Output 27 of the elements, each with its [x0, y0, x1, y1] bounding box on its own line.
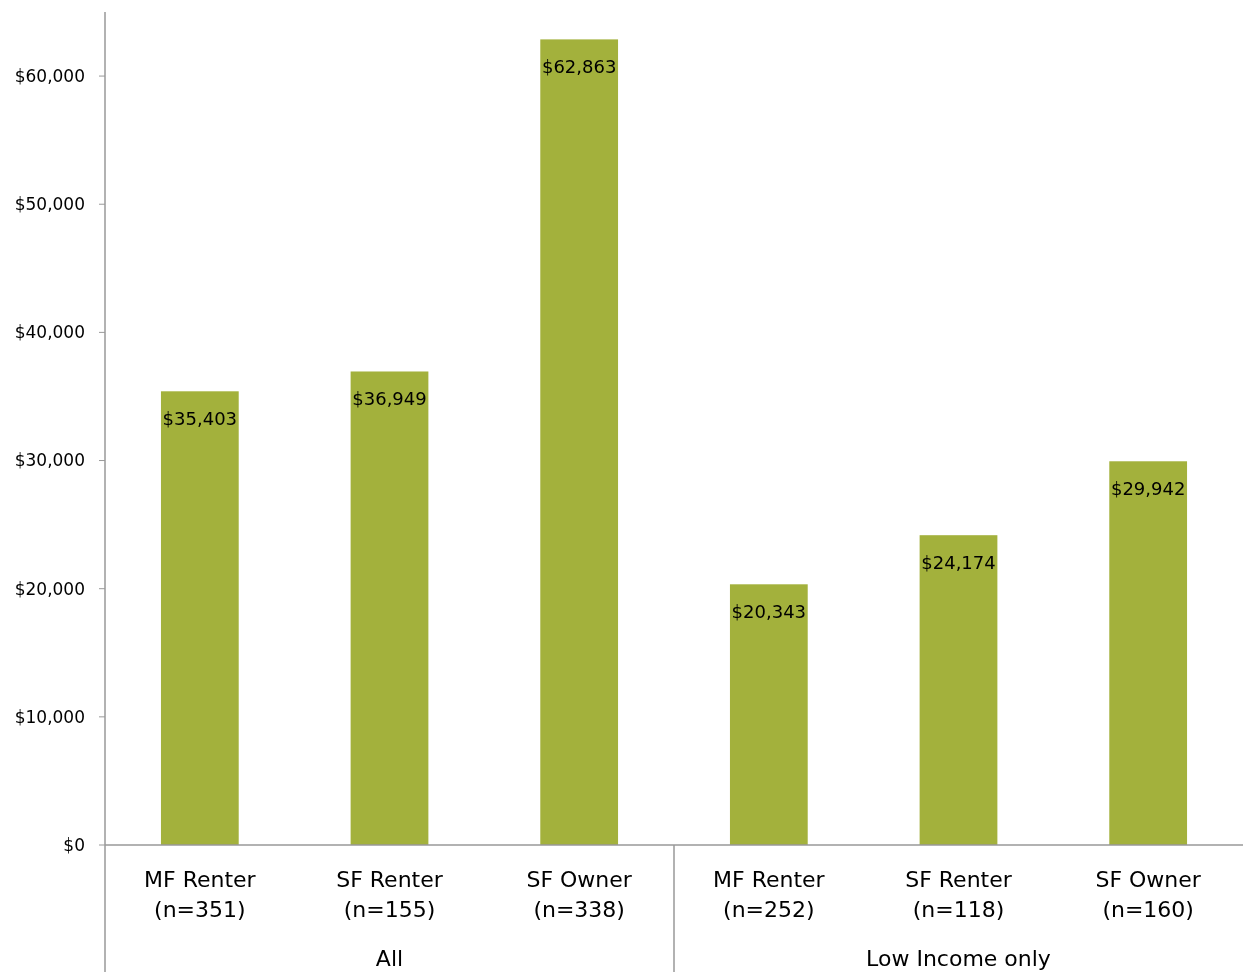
y-tick-label: $10,000 — [14, 706, 85, 727]
text: Low Income only — [866, 946, 1051, 971]
text: All — [375, 946, 404, 971]
data-label: $29,942 — [1110, 478, 1186, 500]
y-tick-label: $0 — [63, 834, 85, 855]
data-label: $35,403 — [162, 408, 238, 430]
y-tick-label: $60,000 — [14, 66, 85, 87]
bar — [160, 391, 239, 845]
data-label: $24,174 — [921, 552, 996, 574]
x-tick-label: SF Renter (n=118) — [905, 867, 1013, 922]
y-tick-label: $20,000 — [14, 578, 85, 599]
data-label: $36,949 — [352, 388, 427, 410]
bar — [729, 584, 808, 845]
y-tick-label: $40,000 — [14, 322, 85, 343]
y-tick-label: $50,000 — [14, 194, 85, 215]
x-tick-label: SF Renter (n=155) — [336, 867, 444, 922]
x-tick-label: MF Renter (n=252) — [713, 867, 826, 922]
data-label: $20,343 — [731, 601, 807, 623]
bar — [350, 371, 429, 845]
x-tick-label: MF Renter (n=351) — [144, 867, 257, 922]
bar — [1109, 461, 1188, 845]
y-tick-label: $30,000 — [14, 450, 85, 471]
bar — [919, 535, 998, 845]
data-label: $62,863 — [541, 56, 617, 78]
bar — [540, 39, 619, 845]
x-tick-label: SF Owner (n=338) — [526, 867, 633, 922]
x-tick-label: SF Owner (n=160) — [1095, 867, 1202, 922]
